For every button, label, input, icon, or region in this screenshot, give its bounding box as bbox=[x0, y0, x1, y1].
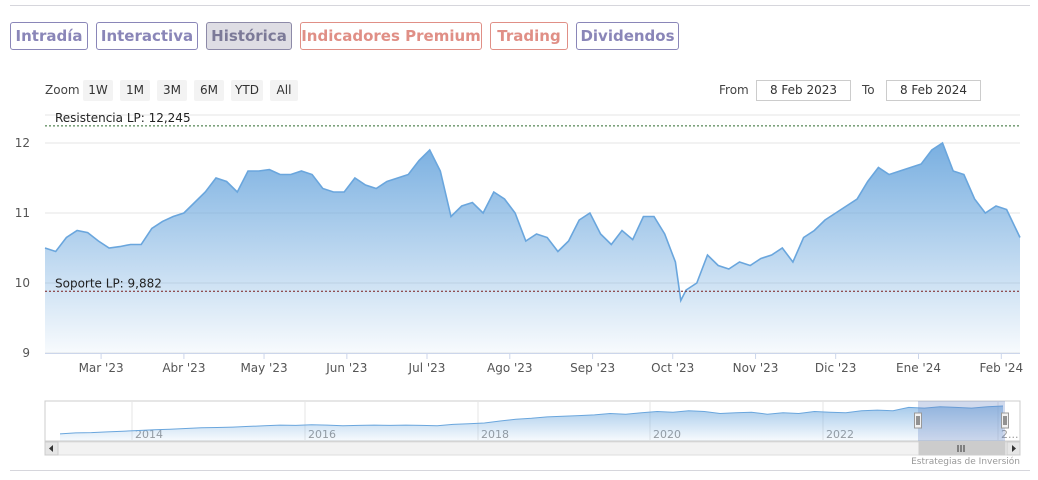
to-label: To bbox=[862, 83, 875, 97]
x-tick-label: Abr '23 bbox=[162, 361, 205, 375]
zoom-all-button[interactable]: All bbox=[270, 80, 298, 101]
navigator-area bbox=[60, 406, 1003, 441]
navigator-line bbox=[59, 405, 1004, 435]
zoom-3m-button[interactable]: 3M bbox=[157, 80, 187, 101]
plot-line-label-1: Soporte LP: 9,882 bbox=[55, 276, 162, 290]
y-tick-label: 11 bbox=[15, 206, 30, 220]
from-label: From bbox=[719, 83, 749, 97]
x-tick-label: Jul '23 bbox=[408, 361, 446, 375]
x-tick-label: Ago '23 bbox=[487, 361, 533, 375]
navigator-selection bbox=[918, 401, 1005, 441]
x-tick-label: Jun '23 bbox=[325, 361, 367, 375]
top-divider bbox=[10, 5, 1030, 6]
zoom-ytd-button[interactable]: YTD bbox=[231, 80, 263, 101]
bottom-divider bbox=[10, 470, 1030, 471]
x-tick-label: Sep '23 bbox=[570, 361, 615, 375]
y-tick-label: 9 bbox=[22, 346, 30, 360]
x-tick-label: Feb '24 bbox=[979, 361, 1023, 375]
zoom-1w-button[interactable]: 1W bbox=[83, 80, 113, 101]
x-tick-label: Dic '23 bbox=[815, 361, 857, 375]
scrollbar-thumb[interactable] bbox=[918, 441, 1006, 456]
zoom-1m-button[interactable]: 1M bbox=[120, 80, 150, 101]
x-tick-label: Ene '24 bbox=[896, 361, 941, 375]
plot-lines: Resistencia LP: 12,245 Soporte LP: 9,882 bbox=[45, 111, 1020, 292]
navigator-handle-left[interactable] bbox=[914, 412, 922, 429]
series-area bbox=[44, 141, 1021, 353]
navigator-handle-right[interactable] bbox=[1001, 412, 1009, 429]
to-date-input[interactable]: 8 Feb 2024 bbox=[886, 80, 981, 101]
plot-line-label-0: Resistencia LP: 12,245 bbox=[55, 111, 191, 125]
navigator-year-label: 2... bbox=[1001, 428, 1019, 441]
y-axis: 9 10 11 12 bbox=[15, 136, 30, 360]
tab-intrad-a[interactable]: Intradía bbox=[10, 22, 88, 50]
tab-interactiva[interactable]: Interactiva bbox=[96, 22, 198, 50]
zoom-label: Zoom bbox=[45, 83, 80, 97]
from-date-input[interactable]: 8 Feb 2023 bbox=[756, 80, 851, 101]
tab-hist-rica[interactable]: Histórica bbox=[206, 22, 292, 50]
x-tick-label: Nov '23 bbox=[733, 361, 779, 375]
y-tick-label: 12 bbox=[15, 136, 30, 150]
tab-dividendos[interactable]: Dividendos bbox=[576, 22, 679, 50]
zoom-6m-button[interactable]: 6M bbox=[194, 80, 224, 101]
series-area-fill bbox=[45, 143, 1020, 353]
x-tick-label: Oct '23 bbox=[651, 361, 694, 375]
scrollbar-track bbox=[44, 441, 1021, 456]
x-tick-label: Mar '23 bbox=[79, 361, 124, 375]
arrow-right-icon bbox=[1012, 445, 1016, 452]
navigator[interactable]: 201420162018202020222... bbox=[44, 400, 1021, 456]
series-line bbox=[44, 141, 1021, 304]
x-tick-label: May '23 bbox=[240, 361, 287, 375]
tab-trading[interactable]: Trading bbox=[490, 22, 568, 50]
tab-indicadores-premium[interactable]: Indicadores Premium bbox=[300, 22, 482, 50]
y-tick-label: 10 bbox=[15, 276, 30, 290]
x-axis: Mar '23 Abr '23 May '23 Jun '23 Jul '23 Ago '… bbox=[45, 353, 1023, 375]
chart-credit: Estrategias de Inversión bbox=[911, 457, 1020, 467]
arrow-left-icon bbox=[49, 445, 53, 452]
